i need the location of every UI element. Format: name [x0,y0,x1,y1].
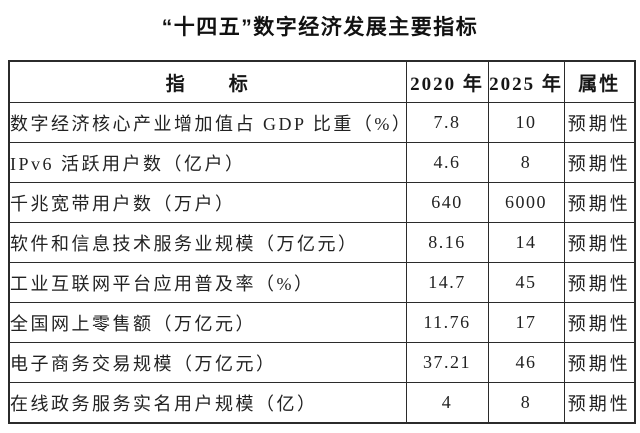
attribute-cell: 预期性 [563,342,636,383]
value-2025-cell: 14 [487,222,565,263]
table-row: 电子商务交易规模（万亿元） 37.21 46 预期性 [8,342,636,383]
attribute-cell: 预期性 [563,262,636,303]
table-row: 数字经济核心产业增加值占 GDP 比重（%） 7.8 10 预期性 [8,102,636,143]
indicator-cell: 千兆宽带用户数（万户） [8,182,407,223]
attribute-cell: 预期性 [563,102,636,143]
indicators-table: 指 标 2020 年 2025 年 属性 数字经济核心产业增加值占 GDP 比重… [8,60,636,424]
header-year-2025: 2025 年 [487,60,565,103]
attribute-cell: 预期性 [563,302,636,343]
value-2025-cell: 45 [487,262,565,303]
attribute-cell: 预期性 [563,222,636,263]
indicator-cell: 数字经济核心产业增加值占 GDP 比重（%） [8,102,407,143]
value-2020-cell: 11.76 [405,302,489,343]
value-2020-cell: 37.21 [405,342,489,383]
value-2025-cell: 10 [487,102,565,143]
value-2020-cell: 14.7 [405,262,489,303]
value-2025-cell: 8 [487,382,565,424]
value-2020-cell: 4.6 [405,142,489,183]
value-2020-cell: 7.8 [405,102,489,143]
table-row: 在线政务服务实名用户规模（亿） 4 8 预期性 [8,382,636,424]
indicator-cell: 全国网上零售额（万亿元） [8,302,407,343]
header-indicator: 指 标 [8,60,407,103]
table-row: 工业互联网平台应用普及率（%） 14.7 45 预期性 [8,262,636,303]
indicator-cell: 软件和信息技术服务业规模（万亿元） [8,222,407,263]
table-row: 千兆宽带用户数（万户） 640 6000 预期性 [8,182,636,223]
page-title: “十四五”数字经济发展主要指标 [161,16,479,39]
indicator-cell: 工业互联网平台应用普及率（%） [8,262,407,303]
header-year-2020: 2020 年 [405,60,489,103]
value-2020-cell: 640 [405,182,489,223]
value-2025-cell: 6000 [487,182,565,223]
table-row: 软件和信息技术服务业规模（万亿元） 8.16 14 预期性 [8,222,636,263]
indicator-cell: 在线政务服务实名用户规模（亿） [8,382,407,424]
value-2020-cell: 8.16 [405,222,489,263]
attribute-cell: 预期性 [563,182,636,223]
value-2025-cell: 46 [487,342,565,383]
header-attribute: 属性 [563,60,636,103]
indicator-cell: IPv6 活跃用户数（亿户） [8,142,407,183]
value-2025-cell: 17 [487,302,565,343]
attribute-cell: 预期性 [563,142,636,183]
value-2025-cell: 8 [487,142,565,183]
table-header-row: 指 标 2020 年 2025 年 属性 [8,60,636,103]
value-2020-cell: 4 [405,382,489,424]
table-row: IPv6 活跃用户数（亿户） 4.6 8 预期性 [8,142,636,183]
indicator-cell: 电子商务交易规模（万亿元） [8,342,407,383]
attribute-cell: 预期性 [563,382,636,424]
table-row: 全国网上零售额（万亿元） 11.76 17 预期性 [8,302,636,343]
